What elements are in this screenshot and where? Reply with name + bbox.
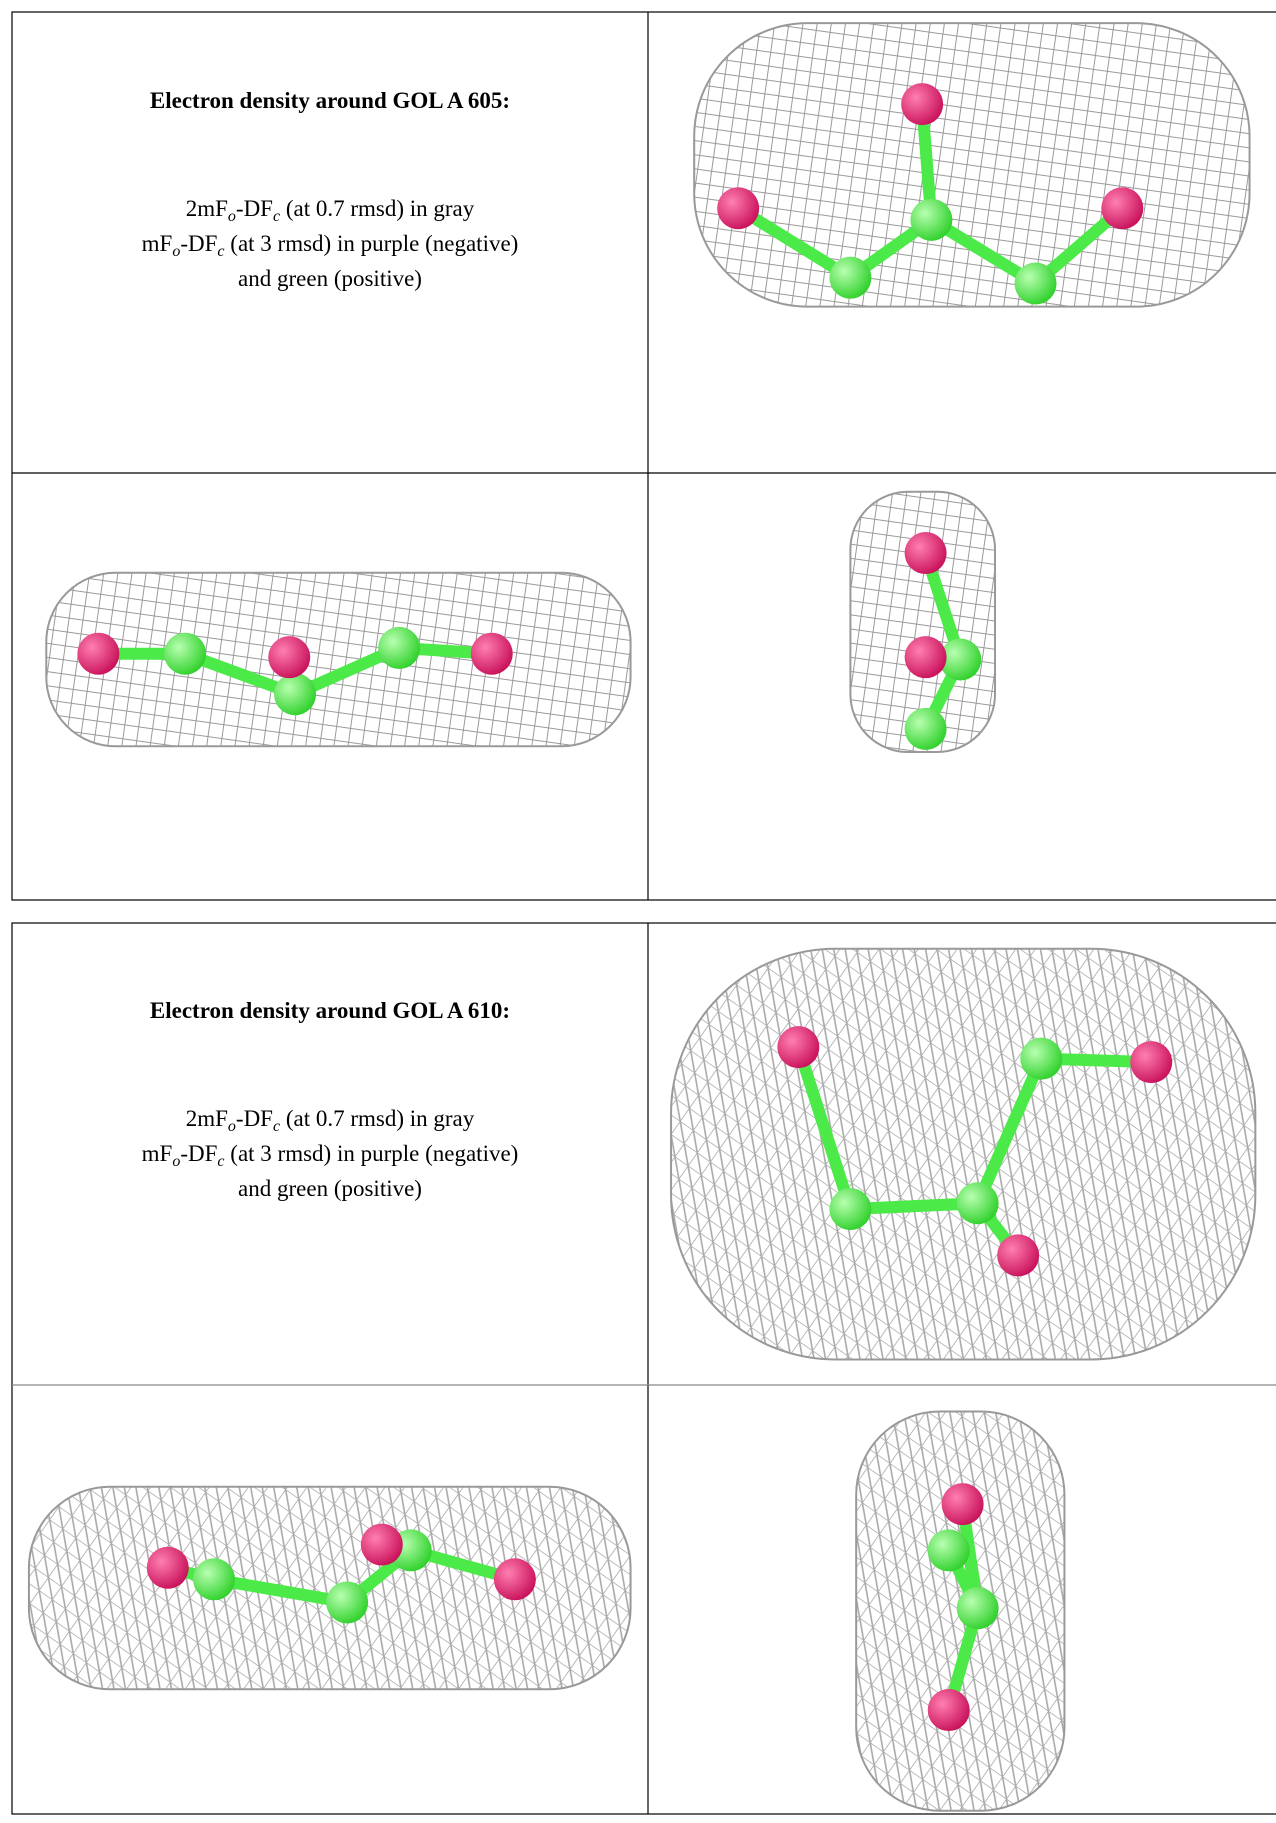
subscript: o [172, 1153, 180, 1170]
caption-text: (at 0.7 rmsd) in gray [280, 1106, 475, 1131]
oxygen-atom [928, 1689, 970, 1731]
block-title: Electron density around GOL A 605: [150, 88, 510, 113]
caption-text: (at 0.7 rmsd) in gray [280, 196, 475, 221]
caption-line: mFo-DFc (at 3 rmsd) in purple (negative) [142, 1141, 519, 1170]
density-images [29, 23, 1255, 1811]
oxygen-atom [77, 633, 119, 675]
oxygen-atom [1130, 1041, 1172, 1083]
oxygen-atom [494, 1558, 536, 1600]
caption-line: and green (positive) [238, 266, 422, 291]
subscript: o [228, 208, 236, 225]
caption-text: and green (positive) [238, 1176, 422, 1201]
oxygen-atom [471, 633, 513, 675]
density-mesh [694, 23, 1249, 306]
subscript: c [217, 1153, 224, 1170]
carbon-atom [378, 627, 420, 669]
oxygen-atom [361, 1524, 403, 1566]
carbon-atom [326, 1581, 368, 1623]
oxygen-atom [997, 1234, 1039, 1276]
density-panel [856, 1412, 1064, 1811]
subscript: c [217, 243, 224, 260]
carbon-atom [957, 1182, 999, 1224]
caption-line: mFo-DFc (at 3 rmsd) in purple (negative) [142, 231, 519, 260]
oxygen-atom [717, 187, 759, 229]
caption-text: -DF [236, 196, 273, 221]
caption-line: 2mFo-DFc (at 0.7 rmsd) in gray [186, 196, 475, 225]
oxygen-atom [777, 1026, 819, 1068]
oxygen-atom [942, 1483, 984, 1525]
carbon-atom [910, 199, 952, 241]
caption-text: mF [142, 1141, 173, 1166]
caption-text: (at 3 rmsd) in purple (negative) [225, 231, 519, 256]
carbon-atom [829, 257, 871, 299]
subscript: o [228, 1118, 236, 1135]
carbon-atom [164, 633, 206, 675]
density-panel [694, 23, 1249, 306]
caption-text: -DF [180, 1141, 217, 1166]
block-title: Electron density around GOL A 610: [150, 998, 510, 1023]
oxygen-atom [147, 1547, 189, 1589]
subscript: o [172, 243, 180, 260]
oxygen-atom [1101, 187, 1143, 229]
caption-line: and green (positive) [238, 1176, 422, 1201]
subscript: c [273, 1118, 280, 1135]
carbon-atom [928, 1529, 970, 1571]
caption-text: (at 3 rmsd) in purple (negative) [225, 1141, 519, 1166]
density-panel [850, 492, 995, 752]
carbon-atom [1020, 1038, 1062, 1080]
caption-line: 2mFo-DFc (at 0.7 rmsd) in gray [186, 1106, 475, 1135]
density-mesh [29, 1487, 631, 1689]
carbon-atom [905, 708, 947, 750]
oxygen-atom [901, 83, 943, 125]
density-panel [671, 949, 1255, 1360]
density-panel [46, 573, 630, 747]
caption-text: 2mF [186, 1106, 228, 1131]
carbon-atom [274, 673, 316, 715]
density-panel [29, 1487, 631, 1689]
oxygen-atom [905, 636, 947, 678]
caption-text: and green (positive) [238, 266, 422, 291]
carbon-atom [193, 1558, 235, 1600]
carbon-atom [829, 1188, 871, 1230]
document: Electron density around GOL A 605:2mFo-D… [0, 0, 1276, 1818]
subscript: c [273, 208, 280, 225]
caption-text: mF [142, 231, 173, 256]
carbon-atom [957, 1587, 999, 1629]
oxygen-atom [268, 636, 310, 678]
caption-text: -DF [236, 1106, 273, 1131]
density-mesh [671, 949, 1255, 1360]
caption-text: 2mF [186, 196, 228, 221]
page: Electron density around GOL A 605:2mFo-D… [0, 0, 1276, 1818]
carbon-atom [1015, 262, 1057, 304]
caption-text: -DF [180, 231, 217, 256]
oxygen-atom [905, 532, 947, 574]
